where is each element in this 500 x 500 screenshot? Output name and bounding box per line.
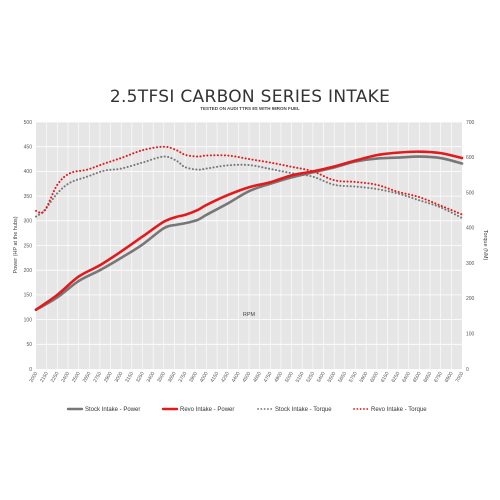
x-tick: 2650 bbox=[82, 371, 93, 384]
x-tick: 2500 bbox=[71, 371, 82, 384]
x-tick: 4900 bbox=[273, 371, 284, 384]
y-tick-left: 150 bbox=[24, 293, 33, 299]
x-tick: 2250 bbox=[50, 371, 61, 384]
x-tick: 3750 bbox=[178, 371, 189, 384]
x-tick: 4000 bbox=[199, 371, 210, 384]
x-tick: 4400 bbox=[231, 371, 242, 384]
x-tick: 2750 bbox=[92, 371, 103, 384]
y-tick-left: 250 bbox=[24, 243, 33, 249]
series-line-2 bbox=[35, 155, 463, 219]
x-tick: 6500 bbox=[412, 371, 423, 384]
y-tick-right: 0 bbox=[466, 367, 469, 373]
y-tick-left: 450 bbox=[24, 145, 33, 151]
x-tick: 4500 bbox=[241, 371, 252, 384]
x-tick: 3900 bbox=[188, 371, 199, 384]
series-line-3 bbox=[35, 145, 463, 216]
y-tick-left: 400 bbox=[24, 169, 33, 175]
y-tick-right: 700 bbox=[466, 120, 475, 126]
legend-label-2: Stock Intake - Torque bbox=[275, 407, 332, 413]
chart-title: 2.5TFSI CARBON SERIES INTAKE bbox=[110, 87, 390, 107]
x-tick: 3150 bbox=[124, 371, 135, 384]
x-tick: 5750 bbox=[348, 371, 359, 384]
x-tick: 5500 bbox=[327, 371, 338, 384]
series-line-1 bbox=[34, 150, 464, 312]
x-tick: 6900 bbox=[444, 371, 455, 384]
y-tick-right: 300 bbox=[466, 261, 475, 267]
x-tick: 5650 bbox=[337, 371, 348, 384]
y-tick-left: 200 bbox=[24, 268, 33, 274]
x-tick: 5000 bbox=[284, 371, 295, 384]
x-tick: 6250 bbox=[391, 371, 402, 384]
y-tick-left: 300 bbox=[24, 219, 33, 225]
x-tick: 2150 bbox=[39, 371, 50, 384]
grid-layer bbox=[36, 121, 462, 369]
series-line-0 bbox=[34, 155, 464, 312]
x-tick: 4250 bbox=[220, 371, 231, 384]
legend-label-0: Stock Intake - Power bbox=[85, 407, 140, 413]
x-tick: 2400 bbox=[60, 371, 71, 384]
x-tick: 6400 bbox=[401, 371, 412, 384]
x-tick: 5150 bbox=[295, 371, 306, 384]
x-tick: 5900 bbox=[359, 371, 370, 384]
x-tick: 4150 bbox=[210, 371, 221, 384]
x-tick: 4750 bbox=[263, 371, 274, 384]
x-tick: 3400 bbox=[146, 371, 157, 384]
y-axis-label-left: Power (HP at the hubs) bbox=[13, 216, 19, 273]
y-tick-left: 0 bbox=[29, 367, 32, 373]
y-tick-left: 350 bbox=[24, 194, 33, 200]
legend-label-3: Revo Intake - Torque bbox=[371, 407, 427, 413]
x-tick: 6750 bbox=[433, 371, 444, 384]
axis-layer: 0501001502002503003504004505000100200300… bbox=[24, 120, 475, 384]
x-tick: 4650 bbox=[252, 371, 263, 384]
x-tick: 5400 bbox=[316, 371, 327, 384]
x-axis-label: RPM bbox=[243, 312, 256, 318]
y-tick-right: 100 bbox=[466, 332, 475, 338]
x-tick: 3650 bbox=[167, 371, 178, 384]
y-tick-left: 50 bbox=[26, 342, 32, 348]
x-tick: 3000 bbox=[114, 371, 125, 384]
chart-subtitle: TESTED ON AUDI TTRS 8S WITH 98RON FUEL bbox=[200, 106, 300, 111]
x-tick: 7000 bbox=[454, 371, 465, 384]
series-layer bbox=[34, 145, 464, 312]
y-tick-right: 600 bbox=[466, 155, 475, 161]
x-tick: 2000 bbox=[28, 371, 39, 384]
x-tick: 3250 bbox=[135, 371, 146, 384]
x-tick: 6000 bbox=[369, 371, 380, 384]
legend: Stock Intake - Power Revo Intake - Power S… bbox=[66, 407, 427, 413]
x-tick: 2900 bbox=[103, 371, 114, 384]
x-tick: 6650 bbox=[423, 371, 434, 384]
y-axis-label-right: Torque (NM) bbox=[482, 230, 488, 261]
x-tick: 6150 bbox=[380, 371, 391, 384]
y-tick-left: 500 bbox=[24, 120, 33, 126]
y-tick-right: 500 bbox=[466, 190, 475, 196]
y-tick-left: 100 bbox=[24, 317, 33, 323]
x-tick: 5250 bbox=[305, 371, 316, 384]
y-tick-right: 200 bbox=[466, 296, 475, 302]
y-tick-right: 400 bbox=[466, 226, 475, 232]
x-tick: 3500 bbox=[156, 371, 167, 384]
legend-label-1: Revo Intake - Power bbox=[180, 407, 234, 413]
